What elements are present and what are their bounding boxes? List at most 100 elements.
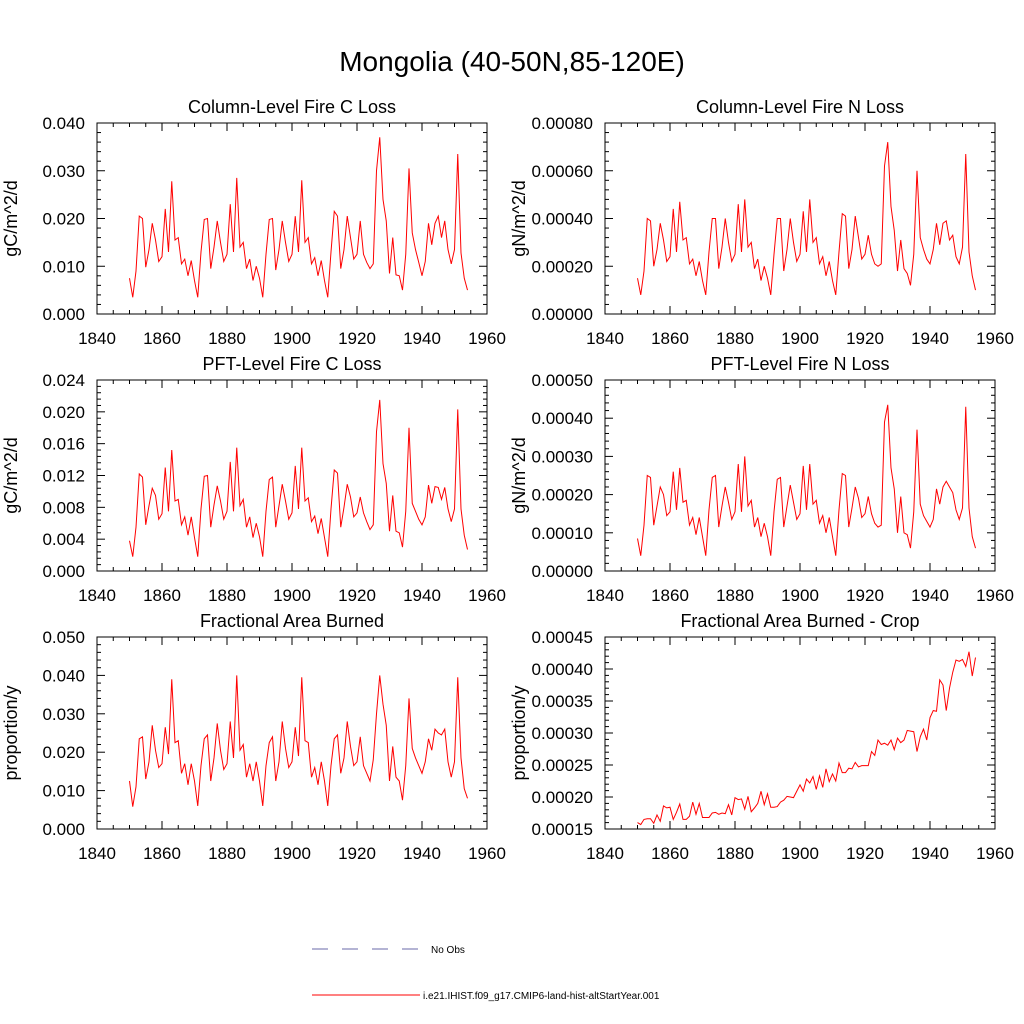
y-tick-label: 0.000 bbox=[42, 562, 85, 581]
y-tick-label: 0.030 bbox=[42, 162, 85, 181]
x-tick-label: 1860 bbox=[651, 844, 689, 863]
y-tick-label: 0.016 bbox=[42, 435, 85, 454]
x-tick-label: 1940 bbox=[403, 586, 441, 605]
x-tick-label: 1920 bbox=[338, 586, 376, 605]
x-tick-label: 1940 bbox=[911, 586, 949, 605]
y-axis-label: proportion/y bbox=[509, 685, 529, 780]
legend-label-case: i.e21.IHIST.f09_g17.CMIP6-land-hist-altS… bbox=[423, 991, 660, 1002]
x-tick-label: 1940 bbox=[911, 329, 949, 348]
plot-frame bbox=[604, 636, 996, 830]
series-line bbox=[129, 675, 468, 807]
y-tick-label: 0.00040 bbox=[532, 660, 593, 679]
panel-title: Column-Level Fire C Loss bbox=[188, 97, 396, 117]
x-tick-label: 1920 bbox=[846, 329, 884, 348]
y-tick-label: 0.000 bbox=[42, 305, 85, 324]
x-tick-label: 1900 bbox=[781, 329, 819, 348]
x-tick-label: 1860 bbox=[651, 329, 689, 348]
series-line bbox=[129, 137, 468, 298]
x-tick-label: 1880 bbox=[208, 586, 246, 605]
x-tick-label: 1960 bbox=[468, 586, 506, 605]
y-tick-label: 0.00035 bbox=[532, 692, 593, 711]
x-tick-label: 1960 bbox=[468, 329, 506, 348]
y-tick-label: 0.010 bbox=[42, 257, 85, 276]
plot-frame bbox=[96, 122, 488, 315]
series-line bbox=[637, 404, 976, 556]
y-tick-label: 0.00050 bbox=[532, 371, 593, 390]
y-tick-label: 0.00040 bbox=[532, 210, 593, 229]
x-tick-label: 1840 bbox=[78, 844, 116, 863]
y-tick-label: 0.00080 bbox=[532, 114, 593, 133]
y-tick-label: 0.020 bbox=[42, 403, 85, 422]
series-line bbox=[637, 142, 976, 296]
y-tick-label: 0.00040 bbox=[532, 409, 593, 428]
y-tick-label: 0.00020 bbox=[532, 788, 593, 807]
y-tick-label: 0.00045 bbox=[532, 628, 593, 647]
x-tick-label: 1860 bbox=[143, 329, 181, 348]
x-tick-label: 1880 bbox=[208, 844, 246, 863]
x-tick-label: 1840 bbox=[78, 329, 116, 348]
x-tick-label: 1880 bbox=[716, 844, 754, 863]
y-tick-label: 0.030 bbox=[42, 705, 85, 724]
y-tick-label: 0.000 bbox=[42, 820, 85, 839]
y-axis-label: proportion/y bbox=[1, 685, 21, 780]
y-tick-label: 0.008 bbox=[42, 498, 85, 517]
panel-title: Fractional Area Burned - Crop bbox=[680, 611, 919, 631]
legend-label-no-obs: No Obs bbox=[431, 945, 465, 956]
x-tick-label: 1940 bbox=[403, 329, 441, 348]
series-line bbox=[129, 399, 468, 557]
x-tick-label: 1960 bbox=[468, 844, 506, 863]
x-tick-label: 1880 bbox=[208, 329, 246, 348]
panel-5: 1840 1860 1880 1900 1920 1940 1960 0.000 0.010 0.… bbox=[1, 611, 506, 863]
x-tick-label: 1900 bbox=[273, 329, 311, 348]
y-tick-label: 0.004 bbox=[42, 530, 85, 549]
y-tick-label: 0.012 bbox=[42, 467, 85, 486]
x-tick-label: 1900 bbox=[781, 586, 819, 605]
y-tick-label: 0.00010 bbox=[532, 524, 593, 543]
panel-title: Fractional Area Burned bbox=[200, 611, 384, 631]
x-tick-label: 1860 bbox=[143, 586, 181, 605]
y-tick-label: 0.00015 bbox=[532, 820, 593, 839]
panel-title: PFT-Level Fire C Loss bbox=[202, 354, 381, 374]
x-tick-label: 1960 bbox=[976, 329, 1014, 348]
y-tick-label: 0.00000 bbox=[532, 562, 593, 581]
x-tick-label: 1860 bbox=[651, 586, 689, 605]
figure-title: Mongolia (40-50N,85-120E) bbox=[339, 46, 685, 77]
y-tick-label: 0.00025 bbox=[532, 756, 593, 775]
y-axis-label: gN/m^2/d bbox=[509, 437, 529, 513]
y-tick-label: 0.00060 bbox=[532, 162, 593, 181]
x-tick-label: 1960 bbox=[976, 844, 1014, 863]
y-axis-label: gC/m^2/d bbox=[1, 180, 21, 256]
y-tick-label: 0.00000 bbox=[532, 305, 593, 324]
x-tick-label: 1920 bbox=[338, 844, 376, 863]
plot-frame bbox=[96, 379, 488, 572]
x-tick-label: 1840 bbox=[78, 586, 116, 605]
x-tick-label: 1900 bbox=[781, 844, 819, 863]
plot-frame bbox=[604, 379, 996, 572]
x-tick-label: 1940 bbox=[403, 844, 441, 863]
x-tick-label: 1960 bbox=[976, 586, 1014, 605]
y-tick-label: 0.00030 bbox=[532, 447, 593, 466]
y-tick-label: 0.020 bbox=[42, 210, 85, 229]
panel-2: 1840 1860 1880 1900 1920 1940 1960 0.00000 0.000… bbox=[509, 97, 1014, 348]
y-tick-label: 0.00030 bbox=[532, 724, 593, 743]
panel-1: 1840 1860 1880 1900 1920 1940 1960 0.000 0.010 0.… bbox=[1, 97, 506, 348]
y-tick-label: 0.050 bbox=[42, 628, 85, 647]
y-tick-label: 0.024 bbox=[42, 371, 85, 390]
x-tick-label: 1920 bbox=[338, 329, 376, 348]
plot-frame bbox=[96, 636, 488, 830]
y-tick-label: 0.00020 bbox=[532, 486, 593, 505]
y-tick-label: 0.00020 bbox=[532, 257, 593, 276]
x-tick-label: 1900 bbox=[273, 844, 311, 863]
x-tick-label: 1880 bbox=[716, 329, 754, 348]
x-tick-label: 1900 bbox=[273, 586, 311, 605]
panel-3: 1840 1860 1880 1900 1920 1940 1960 0.000 0.004 0.… bbox=[1, 354, 506, 605]
x-tick-label: 1840 bbox=[586, 329, 624, 348]
y-tick-label: 0.040 bbox=[42, 114, 85, 133]
panel-6: 1840 1860 1880 1900 1920 1940 1960 0.00015 0.000… bbox=[509, 611, 1014, 863]
y-tick-label: 0.020 bbox=[42, 743, 85, 762]
x-tick-label: 1840 bbox=[586, 586, 624, 605]
x-tick-label: 1940 bbox=[911, 844, 949, 863]
plot-frame bbox=[604, 122, 996, 315]
series-line bbox=[637, 651, 976, 826]
